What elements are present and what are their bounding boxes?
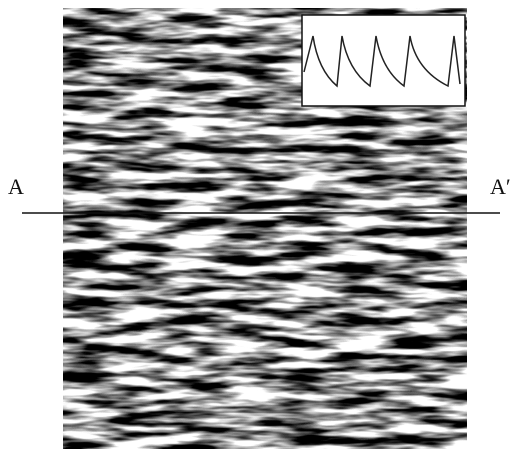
inset-box: [301, 14, 466, 107]
inset-waveform: [303, 35, 461, 88]
label-right: A′: [490, 174, 511, 199]
label-left: A: [8, 174, 24, 199]
